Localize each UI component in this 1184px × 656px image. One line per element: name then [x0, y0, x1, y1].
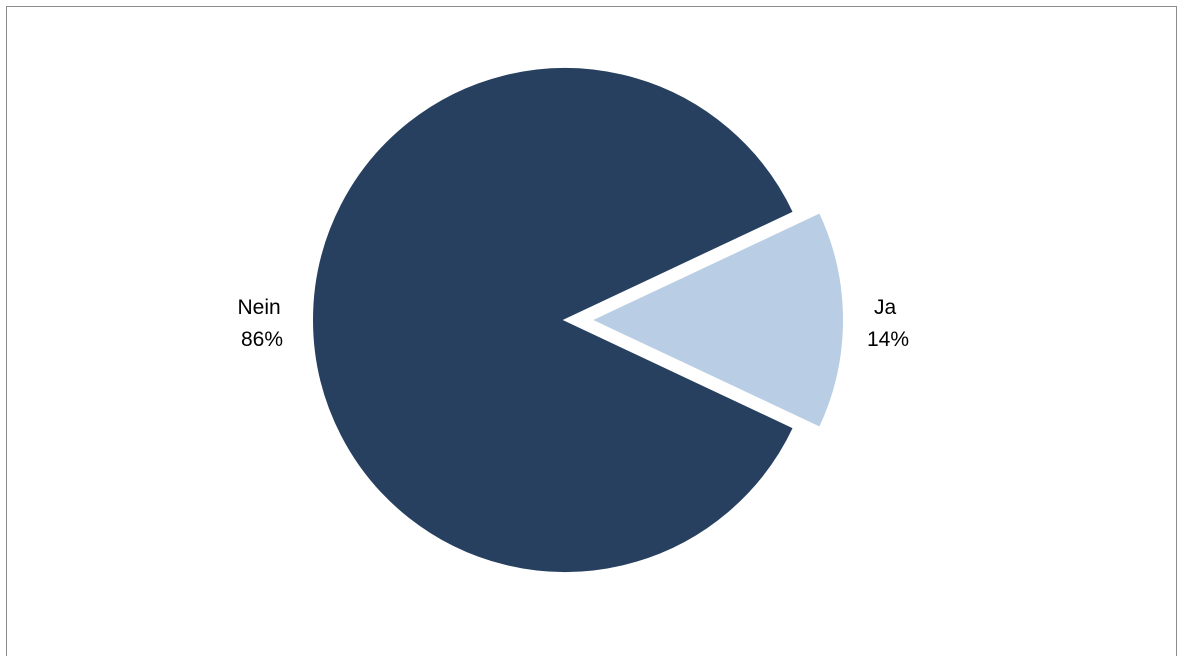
- slice-percent-ja: 14%: [867, 328, 909, 351]
- slice-name-nein: Nein: [237, 296, 280, 319]
- slice-name-ja: Ja: [874, 296, 897, 319]
- pie-slice-ja: [588, 210, 845, 430]
- slice-percent-nein: 86%: [241, 328, 283, 351]
- slice-label-ja: Ja 14%: [867, 296, 909, 351]
- slice-label-nein: Nein 86%: [237, 296, 286, 351]
- pie-slice-nein: [311, 66, 796, 574]
